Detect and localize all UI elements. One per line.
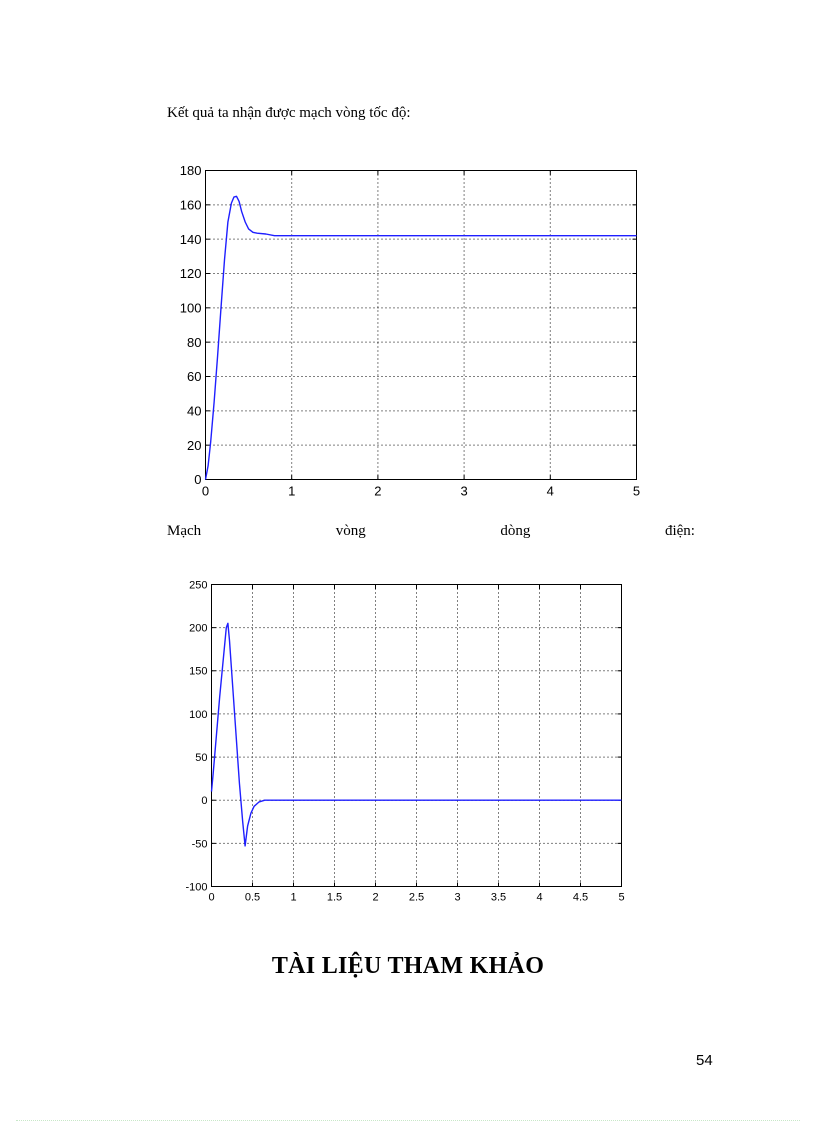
label-word: Mạch [167, 523, 202, 539]
y-tick-label: 160 [180, 198, 202, 213]
speed-loop-chart: 0 1 2 3 4 5 0 20 40 60 80 100 120 140 160 180 [160, 160, 650, 510]
current-loop-chart: 0 0.5 1 1.5 2 2.5 3 3.5 4 4.5 5 -100 -50 0 50 100 150 200… [170, 574, 635, 914]
y-tick-label: 40 [187, 404, 201, 419]
y-tick-label: 60 [187, 369, 201, 384]
label-word: dòng [500, 523, 531, 539]
y-tick-label: 0 [201, 795, 207, 807]
x-tick-label: 3 [460, 484, 467, 499]
current-loop-label: Mạch vòng dòng điện: [167, 522, 695, 540]
x-tick-label: 2 [374, 484, 381, 499]
x-tick-label: 5 [633, 484, 640, 499]
x-tick-label: 4 [547, 484, 554, 499]
y-tick-label: 180 [180, 163, 202, 178]
plot-frame [211, 584, 622, 887]
label-word: điện: [664, 523, 695, 539]
x-tick-label: 1 [290, 892, 296, 904]
y-tick-label: -100 [185, 881, 207, 893]
x-tick-label: 2.5 [409, 892, 424, 904]
x-tick-label: 1.5 [327, 892, 342, 904]
intro-paragraph: Kết quả ta nhận được mạch vòng tốc độ: [167, 105, 411, 121]
y-tick-label: 200 [189, 623, 207, 635]
current-loop-plot: 0 0.5 1 1.5 2 2.5 3 3.5 4 4.5 5 -100 -50 0 50 100 150 200… [185, 579, 624, 904]
references-heading: TÀI LIỆU THAM KHẢO [271, 953, 545, 979]
plot-frame [205, 170, 637, 480]
y-tick-label: 140 [180, 232, 202, 247]
page-bottom-divider [16, 1120, 800, 1121]
x-tick-label: 3.5 [491, 892, 506, 904]
label-word: vòng [335, 523, 366, 539]
y-tick-label: 150 [189, 666, 207, 678]
y-tick-label: 120 [180, 266, 202, 281]
data-series-line [204, 195, 637, 480]
page-number: 54 [696, 1052, 713, 1069]
x-tick-label: 4.5 [573, 892, 588, 904]
x-tick-label: 2 [372, 892, 378, 904]
y-tick-label: 80 [187, 335, 201, 350]
x-tick-label: 4 [536, 892, 542, 904]
x-tick-label: 3 [454, 892, 460, 904]
y-tick-label: 100 [189, 709, 207, 721]
y-tick-label: -50 [192, 838, 208, 850]
y-tick-label: 100 [180, 301, 202, 316]
x-tick-label: 0 [202, 484, 209, 499]
y-tick-label: 50 [195, 752, 207, 764]
speed-loop-plot: 0 1 2 3 4 5 0 20 40 60 80 100 120 140 160 180 [180, 163, 640, 499]
y-tick-label: 250 [189, 579, 207, 591]
y-tick-label: 0 [194, 472, 201, 487]
y-tick-label: 20 [187, 438, 201, 453]
x-tick-label: 0.5 [245, 892, 260, 904]
x-tick-label: 5 [618, 892, 624, 904]
x-tick-label: 1 [288, 484, 295, 499]
data-series-line [210, 622, 622, 847]
x-tick-label: 0 [208, 892, 214, 904]
